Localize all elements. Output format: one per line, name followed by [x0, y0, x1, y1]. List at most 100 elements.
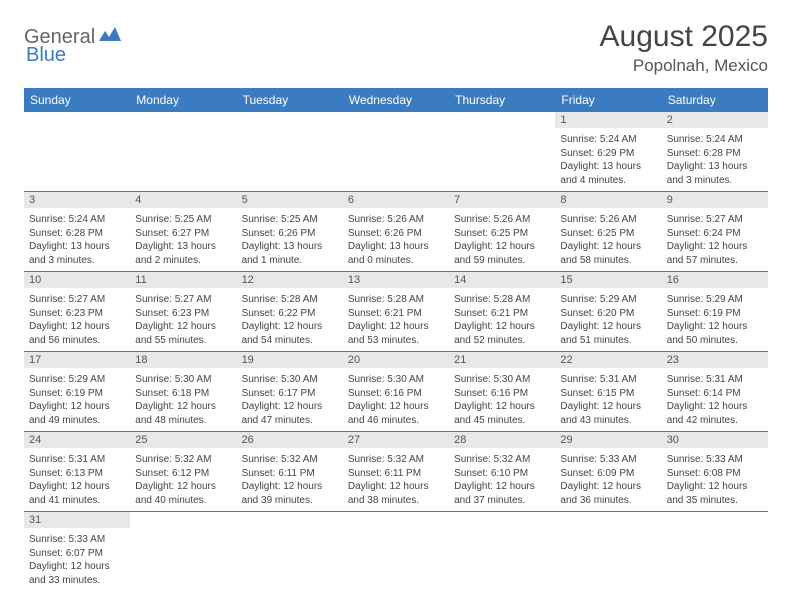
sunset-text: Sunset: 6:15 PM	[560, 387, 656, 401]
day-number: 26	[237, 432, 343, 448]
sunset-text: Sunset: 6:21 PM	[348, 307, 444, 321]
day-number: 27	[343, 432, 449, 448]
day-number: 29	[555, 432, 661, 448]
sunrise-text: Sunrise: 5:31 AM	[667, 373, 763, 387]
day-number: 11	[130, 272, 236, 288]
day-number: 10	[24, 272, 130, 288]
daylight-text: Daylight: 12 hours and 46 minutes.	[348, 400, 444, 427]
calendar-row: 3Sunrise: 5:24 AMSunset: 6:28 PMDaylight…	[24, 192, 768, 272]
daylight-text: Daylight: 12 hours and 38 minutes.	[348, 480, 444, 507]
day-number: 22	[555, 352, 661, 368]
sunrise-text: Sunrise: 5:29 AM	[560, 293, 656, 307]
day-number: 12	[237, 272, 343, 288]
weekday-header: Monday	[130, 88, 236, 112]
calendar-cell: 29Sunrise: 5:33 AMSunset: 6:09 PMDayligh…	[555, 432, 661, 512]
sunset-text: Sunset: 6:22 PM	[242, 307, 338, 321]
sunrise-text: Sunrise: 5:33 AM	[560, 453, 656, 467]
calendar-cell: 13Sunrise: 5:28 AMSunset: 6:21 PMDayligh…	[343, 272, 449, 352]
sunset-text: Sunset: 6:25 PM	[454, 227, 550, 241]
daylight-text: Daylight: 12 hours and 47 minutes.	[242, 400, 338, 427]
calendar-cell: 28Sunrise: 5:32 AMSunset: 6:10 PMDayligh…	[449, 432, 555, 512]
weekday-header: Wednesday	[343, 88, 449, 112]
sunrise-text: Sunrise: 5:28 AM	[454, 293, 550, 307]
sunrise-text: Sunrise: 5:32 AM	[348, 453, 444, 467]
calendar-row: 24Sunrise: 5:31 AMSunset: 6:13 PMDayligh…	[24, 432, 768, 512]
flag-icon	[99, 26, 121, 49]
calendar-cell: 3Sunrise: 5:24 AMSunset: 6:28 PMDaylight…	[24, 192, 130, 272]
calendar-cell: 14Sunrise: 5:28 AMSunset: 6:21 PMDayligh…	[449, 272, 555, 352]
day-info: Sunrise: 5:33 AMSunset: 6:07 PMDaylight:…	[24, 530, 130, 609]
sunset-text: Sunset: 6:19 PM	[29, 387, 125, 401]
calendar-cell: 25Sunrise: 5:32 AMSunset: 6:12 PMDayligh…	[130, 432, 236, 512]
day-number: 24	[24, 432, 130, 448]
daylight-text: Daylight: 12 hours and 42 minutes.	[667, 400, 763, 427]
sunset-text: Sunset: 6:11 PM	[348, 467, 444, 481]
day-number: 6	[343, 192, 449, 208]
calendar-cell: 22Sunrise: 5:31 AMSunset: 6:15 PMDayligh…	[555, 352, 661, 432]
sunset-text: Sunset: 6:21 PM	[454, 307, 550, 321]
daylight-text: Daylight: 12 hours and 57 minutes.	[667, 240, 763, 267]
daylight-text: Daylight: 12 hours and 51 minutes.	[560, 320, 656, 347]
sunset-text: Sunset: 6:23 PM	[135, 307, 231, 321]
day-number: 19	[237, 352, 343, 368]
day-number: 14	[449, 272, 555, 288]
month-title: August 2025	[600, 20, 768, 54]
weekday-header: Friday	[555, 88, 661, 112]
sunrise-text: Sunrise: 5:31 AM	[29, 453, 125, 467]
calendar-cell: 24Sunrise: 5:31 AMSunset: 6:13 PMDayligh…	[24, 432, 130, 512]
calendar-cell: 8Sunrise: 5:26 AMSunset: 6:25 PMDaylight…	[555, 192, 661, 272]
sunset-text: Sunset: 6:11 PM	[242, 467, 338, 481]
calendar-cell	[555, 512, 661, 592]
calendar-cell: 27 Sunrise: 5:32 AMSunset: 6:11 PMDayligh…	[343, 432, 449, 512]
calendar-cell	[662, 512, 768, 592]
location: Popolnah, Mexico	[600, 56, 768, 76]
sunset-text: Sunset: 6:29 PM	[560, 147, 656, 161]
header: General August 2025 Popolnah, Mexico	[24, 20, 768, 76]
day-number: 28	[449, 432, 555, 448]
title-block: August 2025 Popolnah, Mexico	[600, 20, 768, 76]
day-number: 2	[662, 112, 768, 128]
sunrise-text: Sunrise: 5:30 AM	[242, 373, 338, 387]
calendar-cell: 31Sunrise: 5:33 AMSunset: 6:07 PMDayligh…	[24, 512, 130, 592]
sunset-text: Sunset: 6:19 PM	[667, 307, 763, 321]
sunrise-text: Sunrise: 5:25 AM	[242, 213, 338, 227]
calendar-cell: 19 Sunrise: 5:30 AMSunset: 6:17 PMDayligh…	[237, 352, 343, 432]
sunrise-text: Sunrise: 5:24 AM	[560, 133, 656, 147]
daylight-text: Daylight: 12 hours and 41 minutes.	[29, 480, 125, 507]
day-number: 1	[555, 112, 661, 128]
calendar-row: 10Sunrise: 5:27 AMSunset: 6:23 PMDayligh…	[24, 272, 768, 352]
calendar-cell: 1 Sunrise: 5:24 AMSunset: 6:29 PMDaylight…	[555, 112, 661, 192]
daylight-text: Daylight: 13 hours and 1 minute.	[242, 240, 338, 267]
daylight-text: Daylight: 12 hours and 56 minutes.	[29, 320, 125, 347]
sunrise-text: Sunrise: 5:26 AM	[348, 213, 444, 227]
daylight-text: Daylight: 13 hours and 4 minutes.	[560, 160, 656, 187]
daylight-text: Daylight: 12 hours and 59 minutes.	[454, 240, 550, 267]
calendar-cell: 23Sunrise: 5:31 AMSunset: 6:14 PMDayligh…	[662, 352, 768, 432]
day-number: 15	[555, 272, 661, 288]
sunset-text: Sunset: 6:23 PM	[29, 307, 125, 321]
sunset-text: Sunset: 6:16 PM	[348, 387, 444, 401]
sunset-text: Sunset: 6:26 PM	[242, 227, 338, 241]
calendar-cell: 26Sunrise: 5:32 AMSunset: 6:11 PMDayligh…	[237, 432, 343, 512]
day-number: 7	[449, 192, 555, 208]
logo-text-blue: Blue	[26, 44, 66, 66]
calendar-cell: 5Sunrise: 5:25 AMSunset: 6:26 PMDaylight…	[237, 192, 343, 272]
weekday-header: Saturday	[662, 88, 768, 112]
calendar-row: 1 Sunrise: 5:24 AMSunset: 6:29 PMDaylight…	[24, 112, 768, 192]
sunrise-text: Sunrise: 5:32 AM	[135, 453, 231, 467]
sunrise-text: Sunrise: 5:26 AM	[454, 213, 550, 227]
sunset-text: Sunset: 6:12 PM	[135, 467, 231, 481]
calendar-cell	[449, 112, 555, 192]
daylight-text: Daylight: 12 hours and 54 minutes.	[242, 320, 338, 347]
sunset-text: Sunset: 6:07 PM	[29, 547, 125, 561]
calendar-cell: 21Sunrise: 5:30 AMSunset: 6:16 PMDayligh…	[449, 352, 555, 432]
daylight-text: Daylight: 12 hours and 49 minutes.	[29, 400, 125, 427]
sunrise-text: Sunrise: 5:33 AM	[29, 533, 125, 547]
weekday-header: Tuesday	[237, 88, 343, 112]
logo-blue-line: Blue	[26, 44, 66, 67]
calendar-cell: 9Sunrise: 5:27 AMSunset: 6:24 PMDaylight…	[662, 192, 768, 272]
sunset-text: Sunset: 6:17 PM	[242, 387, 338, 401]
weekday-header-row: Sunday Monday Tuesday Wednesday Thursday…	[24, 88, 768, 112]
sunrise-text: Sunrise: 5:30 AM	[348, 373, 444, 387]
calendar-row: 31Sunrise: 5:33 AMSunset: 6:07 PMDayligh…	[24, 512, 768, 592]
